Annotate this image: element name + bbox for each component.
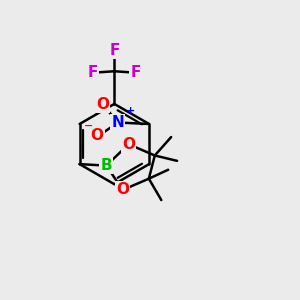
Text: O: O (116, 182, 129, 197)
Text: +: + (126, 106, 135, 116)
Text: F: F (88, 65, 98, 80)
Text: B: B (100, 158, 112, 173)
Text: O: O (96, 97, 109, 112)
Text: −: − (84, 121, 94, 131)
Text: O: O (91, 128, 103, 143)
Text: F: F (130, 65, 141, 80)
Text: O: O (122, 137, 135, 152)
Text: N: N (112, 115, 124, 130)
Text: F: F (109, 43, 119, 58)
